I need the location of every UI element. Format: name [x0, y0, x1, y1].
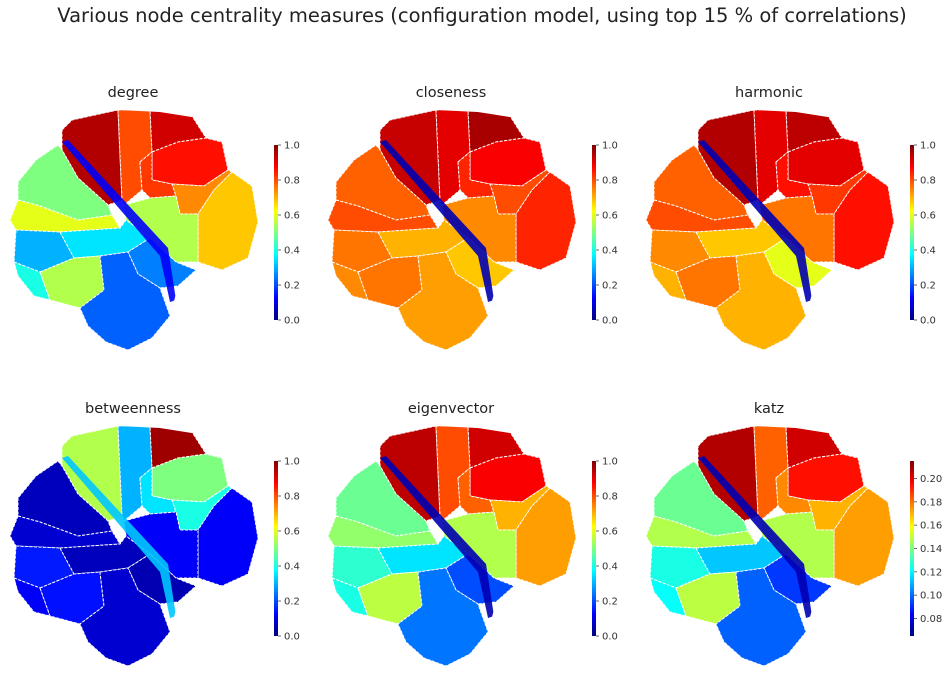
brain-region [649, 577, 687, 617]
colorbar-tick-label: 1.0 [284, 457, 300, 468]
panel-title: eigenvector [408, 401, 494, 417]
colorbar-tick-label: 0.10 [920, 591, 942, 602]
colorbar-gradient [910, 461, 914, 636]
panel-degree: degree 0.0 0.2 0.4 0.6 0.8 1.0 [10, 85, 300, 350]
colorbar: 0.0 0.2 0.4 0.6 0.8 1.0 [274, 457, 300, 643]
colorbar-tick-label: 0.20 [920, 474, 942, 485]
colorbar-gradient [592, 145, 596, 320]
brain-map [328, 110, 576, 350]
brain-region [649, 261, 687, 301]
colorbar: 0.08 0.10 0.12 0.14 0.16 0.18 0.20 [910, 461, 942, 636]
colorbar-tick-label: 0.8 [284, 176, 300, 187]
panel-title: harmonic [735, 85, 803, 101]
panel-eigenvector: eigenvector 0.0 0.2 0.4 0.6 0.8 1.0 [328, 401, 618, 666]
panel-harmonic: harmonic 0.0 0.2 0.4 0.6 0.8 1.0 [646, 85, 936, 350]
brain-map [328, 426, 576, 666]
brain-region [197, 171, 258, 271]
colorbar-tick-label: 0.4 [602, 246, 618, 257]
colorbar-gradient [592, 461, 596, 636]
colorbar-tick-label: 0.08 [920, 614, 942, 625]
colorbar-gradient [274, 461, 278, 636]
colorbar: 0.0 0.2 0.4 0.6 0.8 1.0 [274, 141, 300, 327]
colorbar-tick-label: 0.18 [920, 497, 942, 508]
brain-region [197, 487, 258, 587]
brain-region [331, 261, 369, 301]
colorbar-tick-label: 0.8 [920, 176, 936, 187]
colorbar-tick-label: 1.0 [602, 141, 618, 152]
brain-map [10, 110, 258, 350]
colorbar-tick-label: 0.0 [602, 632, 618, 643]
brain-region [715, 251, 807, 350]
panel-closeness: closeness 0.0 0.2 0.4 0.6 0.8 1.0 [328, 85, 618, 350]
brain-region [833, 171, 894, 271]
colorbar-tick-label: 0.4 [920, 246, 936, 257]
colorbar-tick-label: 0.2 [284, 281, 300, 292]
colorbar-gradient [274, 145, 278, 320]
panel-title: closeness [416, 85, 487, 101]
panel-betweenness: betweenness 0.0 0.2 0.4 0.6 0.8 1.0 [10, 401, 300, 666]
colorbar-tick-label: 0.8 [602, 176, 618, 187]
colorbar-tick-label: 0.4 [602, 562, 618, 573]
colorbar-tick-label: 0.8 [602, 492, 618, 503]
brain-region [79, 251, 171, 350]
colorbar-tick-label: 0.0 [920, 316, 936, 327]
colorbar-tick-label: 0.0 [284, 632, 300, 643]
colorbar-tick-label: 0.2 [920, 281, 936, 292]
colorbar-tick-label: 0.6 [920, 211, 936, 222]
brain-region [397, 251, 489, 350]
colorbar-tick-label: 0.12 [920, 567, 942, 578]
panel-katz: katz 0.08 0.10 0.12 0.14 0.16 0.18 0.20 [646, 401, 942, 666]
colorbar-tick-label: 0.0 [284, 316, 300, 327]
colorbar-tick-label: 0.0 [602, 316, 618, 327]
brain-region [13, 261, 51, 301]
colorbar-gradient [910, 145, 914, 320]
brain-region [397, 567, 489, 666]
brain-map [646, 110, 894, 350]
figure-title: Various node centrality measures (config… [57, 4, 906, 27]
colorbar-tick-label: 0.2 [602, 281, 618, 292]
colorbar: 0.0 0.2 0.4 0.6 0.8 1.0 [910, 141, 936, 327]
colorbar-tick-label: 0.8 [284, 492, 300, 503]
brain-region [515, 171, 576, 271]
panel-title: betweenness [85, 401, 181, 417]
colorbar: 0.0 0.2 0.4 0.6 0.8 1.0 [592, 457, 618, 643]
colorbar-tick-label: 0.2 [602, 597, 618, 608]
colorbar-tick-label: 0.6 [602, 527, 618, 538]
colorbar-tick-label: 0.6 [284, 211, 300, 222]
colorbar-tick-label: 0.4 [284, 246, 300, 257]
brain-region [13, 577, 51, 617]
colorbar-tick-label: 0.2 [284, 597, 300, 608]
brain-region [79, 567, 171, 666]
brain-region [331, 577, 369, 617]
colorbar-tick-label: 1.0 [284, 141, 300, 152]
colorbar: 0.0 0.2 0.4 0.6 0.8 1.0 [592, 141, 618, 327]
panel-title: degree [108, 85, 159, 101]
colorbar-tick-label: 0.6 [602, 211, 618, 222]
brain-map [646, 426, 894, 666]
brain-region [515, 487, 576, 587]
colorbar-tick-label: 1.0 [602, 457, 618, 468]
colorbar-tick-label: 0.16 [920, 521, 942, 532]
brain-map [10, 426, 258, 666]
colorbar-tick-label: 0.4 [284, 562, 300, 573]
panel-title: katz [754, 401, 784, 417]
colorbar-tick-label: 1.0 [920, 141, 936, 152]
brain-region [833, 487, 894, 587]
brain-region [715, 567, 807, 666]
colorbar-tick-label: 0.14 [920, 544, 942, 555]
colorbar-tick-label: 0.6 [284, 527, 300, 538]
